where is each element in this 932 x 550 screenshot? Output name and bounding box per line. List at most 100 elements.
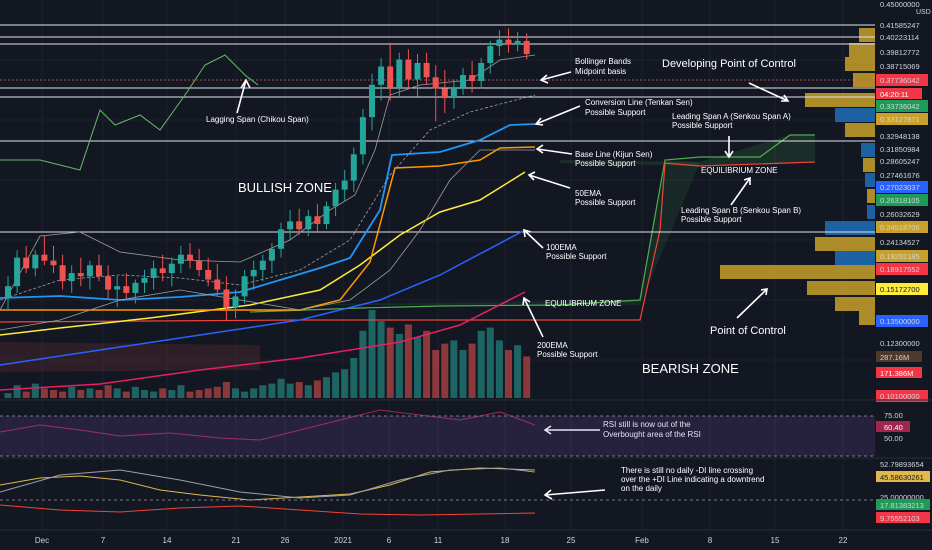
price-tick-5: 0.37736042 [880,76,920,85]
candle-15 [141,269,148,293]
candle-body-38 [350,154,357,181]
price-tick-8: 0.33127871 [880,115,920,124]
time-label-8: 18 [501,536,510,545]
candle-50 [460,67,466,95]
dmi-label-bg-4 [876,512,930,523]
volume-profile-bar-12 [825,221,875,235]
chikou-span [0,54,259,171]
rsi-value-label: 60.40 [884,423,903,432]
ema50-label-2: Possible Support [575,198,636,207]
price-tick-2: 0.40223114 [880,33,919,42]
candle-body-47 [432,77,439,89]
ema200-label-1: 200EMA [537,341,568,350]
price-tick-13: 0.27023037 [880,183,920,192]
time-label-3: 21 [232,536,241,545]
candle-55 [505,28,512,53]
senkou-a-label-2: Possible Support [672,121,733,130]
candle-0 [5,276,11,311]
candle-38 [350,147,357,192]
volume-bar-48 [441,343,449,398]
volume-bar-34 [313,380,321,398]
time-label-4: 26 [281,536,290,545]
bollinger-label-1: Bollinger Bands [575,57,631,66]
time-label-10: Feb [635,536,649,545]
volume-bar-8 [77,390,85,398]
candle-body-36 [332,189,339,207]
price-tick-14: 0.26318105 [880,196,920,205]
volume-bar-21 [195,390,203,398]
volume-profile-bar-8 [863,158,875,172]
candle-body-42 [387,66,394,88]
bollinger-basis [0,94,536,301]
ema50-label-1: 50EMA [575,189,602,198]
volume-bar-10 [95,390,103,398]
senkou-b-label-2: Possible Support [681,215,742,224]
candle-29 [268,243,275,274]
arrow-kijun [535,144,573,155]
time-label-11: 8 [708,536,713,545]
candle-17 [159,254,166,282]
volume-profile-bar-11 [867,205,875,219]
dmi-label-1: 45.58630261 [880,473,924,482]
candle-44 [405,49,412,89]
volume-bar-18 [168,390,176,398]
candle-12 [114,276,121,308]
candle-54 [496,30,503,57]
candle-body-3 [32,254,39,269]
candle-5 [50,245,57,274]
candle-body-24 [223,289,230,308]
candle-20 [187,243,193,269]
price-tick-7: 0.33736042 [880,102,920,111]
rsi-value-bg [876,421,910,432]
poc-label: Point of Control [710,325,786,337]
candle-body-39 [359,117,366,155]
time-label-0: Dec [35,536,49,545]
candle-51 [469,60,476,93]
time-label-12: 15 [771,536,780,545]
annotation-texts: BULLISH ZONE BEARISH ZONE EQUILIBRIUM ZO… [206,57,801,493]
price-axis: 0.45000000 0.41585247 0.40223114 0.39812772… [0,0,932,523]
price-tick-17: 0.24134527 [880,238,920,247]
dmi-label-bg-1 [876,471,930,482]
arrow-senkou-a [724,136,734,159]
annotation-arrows [236,71,790,500]
bollinger-lower [0,149,535,331]
rsi-band [0,416,875,456]
tenkan-line [0,123,536,301]
volume-bar-3 [31,383,39,398]
volume-profile [720,28,875,325]
time-label-1: 7 [101,536,106,545]
volume-bar-51 [468,343,476,398]
candle-45 [414,54,421,97]
volume-profile-bar-6 [845,123,875,137]
candle-body-2 [23,257,30,269]
arrow-ema200 [522,296,544,338]
price-tick-11: 0.28605247 [880,157,920,166]
candle-16 [150,260,157,290]
candle-body-57 [523,40,530,55]
candle-body-56 [514,40,521,45]
candle-body-43 [396,59,403,88]
candle-25 [232,289,239,319]
cloud-upper [560,135,815,166]
price-tick-bg-20 [876,283,928,295]
bearish-zone-label: BEARISH ZONE [642,361,739,376]
time-axis: Dec 7 14 21 26 2021 6 11 18 25 Feb 8 15 22 [0,529,932,550]
price-tick-bg-23 [876,390,928,402]
candle-body-8 [77,273,84,277]
candle-31 [287,209,294,241]
candle-23 [214,263,221,297]
volume-bar-37 [341,369,349,398]
volume-bar-33 [304,385,312,398]
arrow-senkou-b [730,176,751,206]
indicator-lines [0,54,536,516]
arrow-chikou [236,78,251,114]
candle-body-21 [196,260,203,270]
candle-body-54 [496,39,503,47]
candle-body-31 [287,221,294,230]
volume-bar-53 [486,327,494,398]
volume-bar-45 [414,337,421,398]
volume-profile-bar-10 [867,189,875,203]
candle-body-52 [478,62,485,82]
candle-body-19 [177,254,184,264]
